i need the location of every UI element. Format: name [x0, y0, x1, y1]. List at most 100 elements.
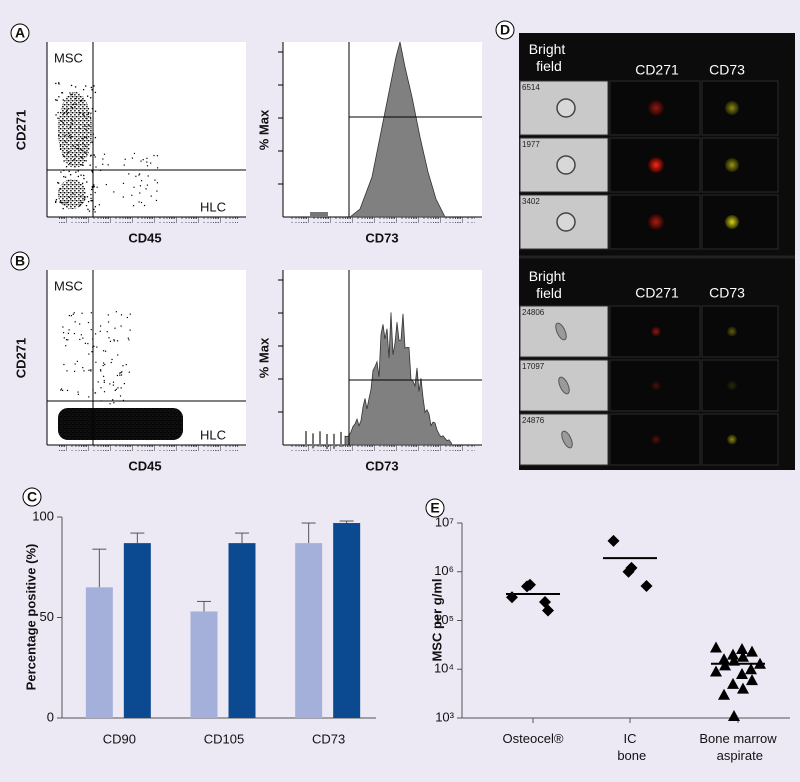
cell-dot [82, 367, 84, 369]
data-point [728, 709, 740, 721]
cd271-signal [648, 100, 664, 116]
cell-dot [109, 340, 112, 343]
cd73-signal [725, 215, 739, 229]
cell-dot [121, 371, 123, 373]
cell-image [556, 155, 576, 175]
cell-dot [58, 96, 60, 98]
cell-dot [79, 112, 81, 114]
cell-dot [117, 387, 119, 389]
cell-dot [117, 354, 119, 356]
cell-dot [71, 118, 73, 121]
cell-dot [123, 382, 125, 385]
cell-dot [99, 369, 102, 371]
cell-dot [150, 162, 152, 164]
cell-dot [59, 148, 62, 150]
cell-dot [90, 328, 92, 331]
cell-dot [100, 370, 102, 372]
cell-dot [84, 196, 86, 199]
bar [295, 543, 323, 718]
cell-dot [108, 337, 110, 339]
cell-dot [153, 154, 155, 157]
cell-dot [58, 182, 60, 184]
cell-dot [61, 388, 63, 390]
x-axis-label: CD73 [365, 458, 398, 473]
cell-dot [80, 100, 82, 103]
data-point [746, 645, 758, 657]
cell-dot [95, 166, 97, 168]
cell-dot [90, 312, 92, 314]
cell-dot [131, 157, 134, 159]
cell-dot [74, 363, 76, 365]
cell-dot [91, 186, 93, 188]
cell-dot [155, 199, 158, 202]
cell-dot [61, 92, 64, 94]
cell-dot [126, 316, 128, 319]
x-tick-label: CD90 [103, 731, 136, 746]
cell-dot [128, 339, 130, 341]
cell-image [556, 212, 576, 232]
cell-dot [68, 314, 70, 317]
data-point [640, 580, 653, 593]
cell-dot [69, 126, 71, 129]
cell-dot [122, 196, 124, 198]
cell-dot [90, 112, 92, 114]
cell-id: 6514 [522, 83, 540, 92]
cell-dot [106, 331, 108, 333]
cell-dot [85, 129, 87, 131]
cell-dot [82, 164, 84, 166]
cell-dot [107, 314, 109, 316]
cell-dot [115, 311, 117, 313]
cell-dot [89, 155, 92, 157]
gate-label: HLC [200, 427, 226, 442]
channel-tile [701, 305, 779, 358]
cell-dot [63, 337, 65, 339]
cell-dot [64, 141, 67, 143]
cell-cluster [58, 92, 92, 168]
cell-dot [114, 389, 116, 392]
cell-dot [112, 399, 114, 401]
cell-dot [146, 157, 148, 159]
cell-dot [94, 206, 97, 208]
cell-dot [94, 91, 97, 94]
data-point [625, 561, 638, 574]
cell-dot [89, 117, 92, 119]
cell-dot [58, 83, 60, 85]
y-axis-label: Percentage positive (%) [23, 544, 38, 691]
cell-dot [150, 195, 152, 197]
cell-dot [88, 396, 90, 398]
data-point [607, 534, 620, 547]
cell-dot [70, 84, 73, 87]
histogram-shape [348, 41, 446, 218]
cell-dot [87, 208, 89, 210]
cell-dot [80, 157, 83, 159]
cell-dot [95, 361, 97, 363]
cell-dot [104, 350, 107, 352]
cell-dot [82, 112, 84, 115]
cell-dot [68, 151, 70, 153]
cell-dot [90, 188, 93, 191]
cell-dot [112, 381, 115, 383]
cell-dot [63, 175, 65, 178]
cell-dot [93, 208, 95, 211]
cell-dot [93, 154, 96, 156]
y-tick-label: 10⁷ [435, 514, 454, 529]
cell-dot [80, 201, 82, 204]
data-point [718, 688, 730, 700]
cell-cluster [58, 179, 86, 209]
hist-bump [310, 212, 328, 217]
cd271-signal [651, 434, 661, 445]
cell-dot [88, 210, 91, 212]
cell-dot [91, 200, 93, 202]
hist-bump [312, 433, 314, 449]
cell-dot [94, 136, 97, 139]
cell-dot [154, 179, 156, 181]
cell-dot [65, 345, 67, 347]
axis-ticks [290, 217, 475, 223]
cell-dot [61, 120, 63, 122]
cell-dot [81, 312, 83, 314]
x-axis-label: CD45 [128, 458, 161, 473]
cell-dot [120, 387, 122, 389]
panel-letter: E [430, 500, 439, 516]
cell-dot [86, 196, 89, 198]
cell-dot [72, 145, 74, 147]
